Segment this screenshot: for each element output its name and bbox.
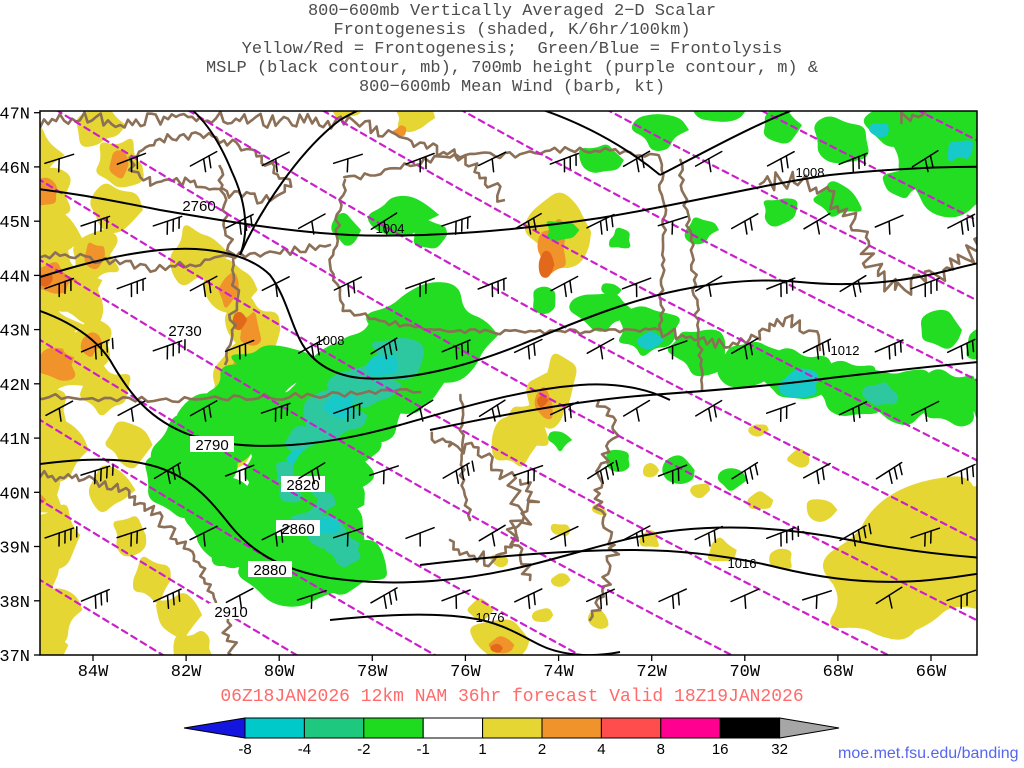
svg-text:4: 4 [597, 741, 605, 758]
svg-text:1: 1 [478, 741, 486, 758]
svg-text:32: 32 [771, 741, 788, 758]
svg-text:2: 2 [538, 741, 546, 758]
svg-text:8: 8 [657, 741, 665, 758]
svg-text:-4: -4 [298, 741, 311, 758]
svg-text:-8: -8 [238, 741, 251, 758]
svg-text:16: 16 [712, 741, 729, 758]
svg-text:-2: -2 [357, 741, 370, 758]
svg-text:-1: -1 [417, 741, 430, 758]
